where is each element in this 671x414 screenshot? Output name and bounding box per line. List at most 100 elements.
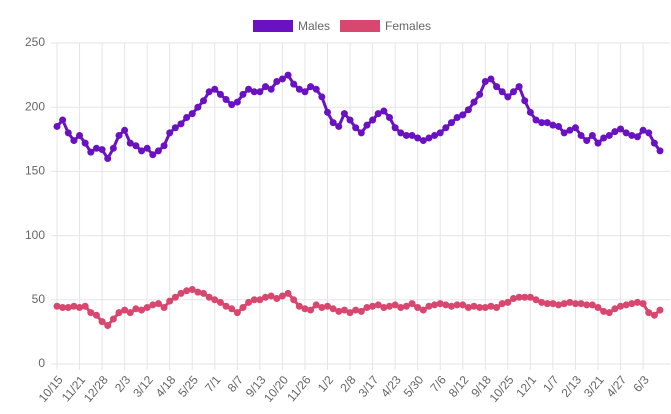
data-point <box>290 80 298 88</box>
data-point <box>532 296 540 304</box>
data-point <box>132 142 140 150</box>
data-point <box>346 116 354 124</box>
data-point <box>115 309 123 317</box>
data-point <box>436 300 444 308</box>
data-point <box>126 139 134 147</box>
data-point <box>335 122 343 130</box>
x-tick-label: 6/3 <box>630 373 652 395</box>
data-point <box>160 142 168 150</box>
y-tick-label: 0 <box>38 356 45 370</box>
data-point <box>115 131 123 139</box>
data-point <box>177 120 185 128</box>
data-point <box>87 148 95 156</box>
data-point <box>143 304 151 312</box>
data-point <box>487 302 495 310</box>
data-point <box>307 83 315 91</box>
x-tick-label: 5/30 <box>401 373 427 400</box>
data-point <box>81 302 89 310</box>
data-point <box>92 311 100 319</box>
data-point <box>109 144 117 152</box>
data-point <box>166 297 174 305</box>
data-point <box>583 301 591 309</box>
data-point <box>149 151 157 159</box>
data-point <box>493 83 501 91</box>
data-point <box>402 302 410 310</box>
data-point <box>245 85 253 93</box>
data-point <box>628 131 636 139</box>
data-point <box>70 302 78 310</box>
data-point <box>222 302 230 310</box>
data-point <box>369 116 377 124</box>
x-tick-label: 10/25 <box>487 373 517 405</box>
data-point <box>194 103 202 111</box>
data-point <box>628 300 636 308</box>
data-point <box>81 139 89 147</box>
data-point <box>53 122 61 130</box>
data-point <box>560 300 568 308</box>
data-point <box>284 289 292 297</box>
data-point <box>59 304 67 312</box>
data-point <box>419 306 427 314</box>
data-point <box>566 298 574 306</box>
data-point <box>617 125 625 133</box>
data-point <box>476 304 484 312</box>
data-point <box>98 318 106 326</box>
data-point <box>205 293 213 301</box>
data-point <box>233 98 241 106</box>
data-point <box>588 131 596 139</box>
data-point <box>532 116 540 124</box>
data-point <box>459 301 467 309</box>
data-point <box>87 309 95 317</box>
data-point <box>476 90 484 98</box>
x-tick-label: 4/23 <box>378 373 404 400</box>
data-point <box>216 90 224 98</box>
data-point <box>239 90 247 98</box>
data-point <box>357 307 365 315</box>
legend-label: Females <box>385 19 431 33</box>
data-point <box>109 315 117 323</box>
data-point <box>188 286 196 294</box>
data-point <box>425 134 433 142</box>
data-point <box>425 302 433 310</box>
data-point <box>121 126 129 134</box>
data-point <box>70 137 78 145</box>
data-point <box>459 111 467 119</box>
data-point <box>639 300 647 308</box>
data-point <box>442 301 450 309</box>
data-point <box>380 304 388 312</box>
data-point <box>171 124 179 132</box>
data-point <box>571 124 579 132</box>
x-tick-label: 11/26 <box>284 373 314 405</box>
data-point <box>64 129 72 137</box>
data-point <box>650 139 658 147</box>
data-point <box>295 302 303 310</box>
data-point <box>464 304 472 312</box>
legend-swatch <box>340 20 381 32</box>
data-point <box>645 309 653 317</box>
data-point <box>183 287 191 295</box>
data-point <box>414 304 422 312</box>
data-point <box>205 88 213 96</box>
data-point <box>352 306 360 314</box>
data-point <box>633 298 641 306</box>
data-point <box>645 129 653 137</box>
data-point <box>447 119 455 127</box>
x-tick-label: 10/20 <box>261 373 291 405</box>
data-point <box>605 131 613 139</box>
data-point <box>278 292 286 300</box>
data-point <box>149 301 157 309</box>
data-point <box>504 93 512 101</box>
data-point <box>301 305 309 313</box>
data-point <box>549 300 557 308</box>
data-point <box>211 85 219 93</box>
data-point <box>138 147 146 155</box>
data-point <box>312 301 320 309</box>
data-point <box>250 88 258 96</box>
data-point <box>273 78 281 86</box>
data-point <box>509 88 517 96</box>
data-point <box>515 83 523 91</box>
data-point <box>160 304 168 312</box>
data-point <box>566 126 574 134</box>
data-point <box>329 305 337 313</box>
